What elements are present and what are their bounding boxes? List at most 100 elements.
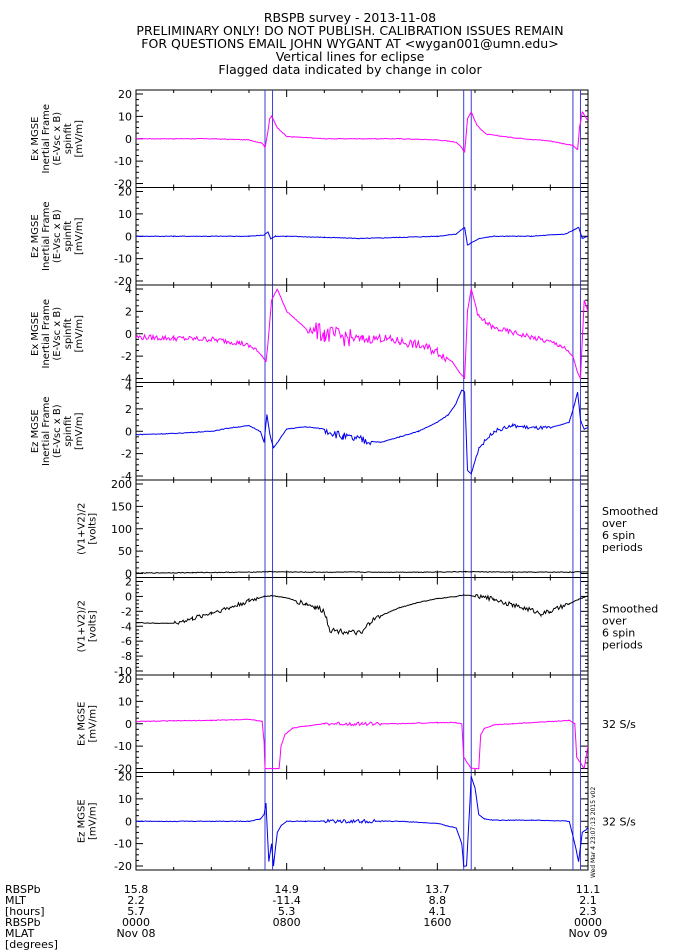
x-tick-label: 0000 bbox=[122, 916, 150, 929]
y-tick-label: -10 bbox=[114, 740, 132, 753]
x-tick-label: 11.1 bbox=[576, 883, 601, 896]
y-tick-label: -10 bbox=[114, 838, 132, 851]
y-tick-label: 10 bbox=[118, 110, 132, 123]
y-tick-label: 0 bbox=[125, 815, 132, 828]
panel-side-note: 6 spin bbox=[602, 626, 635, 639]
x-tick-label: 15.8 bbox=[124, 883, 149, 896]
x-tick-label: 1600 bbox=[423, 916, 451, 929]
y-tick-label: 100 bbox=[111, 523, 132, 536]
y-axis-label-line: [mV/m] bbox=[74, 217, 85, 255]
y-tick-label: -4 bbox=[121, 373, 132, 386]
y-axis-label-line: (V1+V2)/2 bbox=[77, 600, 88, 652]
figure-title: RBSPB survey - 2013-11-08 PRELIMINARY ON… bbox=[136, 10, 563, 77]
y-axis-label-line: (E-Vsc x B) bbox=[52, 112, 63, 166]
y-tick-label: 20 bbox=[118, 673, 132, 686]
panel-side-note: periods bbox=[602, 541, 643, 554]
x-tick-label: 14.9 bbox=[274, 883, 299, 896]
y-axis-label-line: spinfit bbox=[63, 123, 74, 154]
y-tick-label: 10 bbox=[118, 695, 132, 708]
y-tick-label: -2 bbox=[121, 605, 132, 618]
y-tick-label: -8 bbox=[121, 650, 132, 663]
y-axis-label-line: (E-Vsc x B) bbox=[52, 307, 63, 361]
x-row-label-5: MLAT bbox=[5, 927, 35, 940]
x-tick-label: Nov 08 bbox=[117, 927, 156, 940]
x-row-label-6: [degrees] bbox=[5, 938, 58, 950]
y-axis-label-line: Ez MGSE bbox=[77, 799, 88, 843]
y-tick-label: 0 bbox=[125, 590, 132, 603]
panel-side-note: Smoothed bbox=[602, 602, 658, 615]
data-trace-p1 bbox=[136, 111, 588, 153]
y-axis-label-line: spinfit bbox=[63, 221, 74, 252]
data-trace-p2 bbox=[136, 226, 588, 246]
y-tick-label: 0 bbox=[125, 425, 132, 438]
y-axis-label-line: Ez MGSE bbox=[30, 409, 41, 453]
y-tick-label: 10 bbox=[118, 208, 132, 221]
panel-p5: 200 150 100 50 0 (V1+V2)/2 [volts] Smoothedover… bbox=[77, 478, 659, 581]
y-tick-label: 20 bbox=[118, 186, 132, 199]
panel-side-note: 32 S/s bbox=[602, 815, 636, 828]
x-tick-label: Nov 09 bbox=[569, 927, 608, 940]
y-tick-label: -6 bbox=[121, 635, 132, 648]
panel-side-note: over bbox=[602, 614, 627, 627]
x-tick-label: 4.1 bbox=[429, 905, 447, 918]
y-tick-label: 0 bbox=[125, 230, 132, 243]
y-axis-label-line: Inertial Frame bbox=[41, 202, 52, 272]
y-axis-label-line: (E-Vsc x B) bbox=[52, 209, 63, 263]
y-axis-label-line: [mV/m] bbox=[74, 120, 85, 158]
y-tick-label: -2 bbox=[121, 350, 132, 363]
y-axis-label-line: [mV/m] bbox=[88, 802, 99, 840]
y-axis-label-line: spinfit bbox=[63, 416, 74, 447]
x-row-label-1: RBSPb bbox=[5, 883, 41, 896]
y-tick-label: 4 bbox=[125, 381, 132, 394]
data-trace-p4 bbox=[136, 389, 588, 475]
x-row-label-4: RBSPb bbox=[5, 916, 41, 929]
y-axis-label-line: [mV/m] bbox=[74, 315, 85, 353]
y-axis-label-line: [volts] bbox=[88, 513, 99, 545]
y-tick-label: 2 bbox=[125, 305, 132, 318]
panel-p1: 20 10 0 -10 -20 Ex MGSE Inertial Frame (E-Vsc x… bbox=[30, 88, 589, 191]
y-axis-label-line: Inertial Frame bbox=[41, 299, 52, 369]
x-tick-label: 5.7 bbox=[127, 905, 145, 918]
y-tick-label: 0 bbox=[125, 133, 132, 146]
y-axis-label-line: Ex MGSE bbox=[30, 312, 41, 356]
x-tick-label: 8.8 bbox=[429, 894, 447, 907]
y-tick-label: -20 bbox=[114, 178, 132, 191]
x-tick-label: 0000 bbox=[574, 916, 602, 929]
y-tick-label: -20 bbox=[114, 860, 132, 873]
title-line-5: Flagged data indicated by change in colo… bbox=[218, 62, 482, 77]
y-tick-label: 20 bbox=[118, 88, 132, 101]
y-tick-label: 50 bbox=[118, 545, 132, 558]
title-line-2: PRELIMINARY ONLY! DO NOT PUBLISH. CALIBR… bbox=[136, 23, 563, 38]
y-tick-label: -10 bbox=[114, 253, 132, 266]
panel-p7: 20 10 0 -10 -20 Ex MGSE [mV/m] 32 S/s bbox=[77, 673, 637, 776]
title-line-1: RBSPB survey - 2013-11-08 bbox=[264, 10, 436, 25]
y-axis-label-line: Ex MGSE bbox=[30, 117, 41, 161]
y-axis-label-line: (V1+V2)/2 bbox=[77, 503, 88, 555]
panel-frame bbox=[135, 284, 589, 383]
data-trace-p6 bbox=[136, 593, 588, 636]
y-tick-label: 2 bbox=[125, 403, 132, 416]
x-tick-label: 2.1 bbox=[579, 894, 597, 907]
y-tick-label: 0 bbox=[125, 328, 132, 341]
y-axis-label-line: spinfit bbox=[63, 318, 74, 349]
y-axis-label-line: Inertial Frame bbox=[41, 397, 52, 467]
x-tick-label: 13.7 bbox=[425, 883, 450, 896]
panel-p4: 4 2 0 -2 -4 Ez MGSE Inertial Frame (E-Vsc x B) s… bbox=[30, 381, 589, 483]
panel-side-note: periods bbox=[602, 638, 643, 651]
y-axis-label-line: Ex MGSE bbox=[77, 702, 88, 746]
y-tick-label: -20 bbox=[114, 763, 132, 776]
panel-side-note: Smoothed bbox=[602, 505, 658, 518]
title-line-4: Vertical lines for eclipse bbox=[276, 49, 425, 64]
panel-p3: 4 2 0 -2 -4 Ex MGSE Inertial Frame (E-Vsc x B) s… bbox=[30, 283, 589, 386]
y-tick-label: -10 bbox=[114, 155, 132, 168]
y-tick-label: 20 bbox=[118, 771, 132, 784]
y-tick-label: -2 bbox=[121, 448, 132, 461]
y-tick-label: -4 bbox=[121, 620, 132, 633]
panel-side-note: 32 S/s bbox=[602, 718, 636, 731]
data-trace-p7 bbox=[136, 718, 588, 770]
data-trace-p8 bbox=[136, 776, 588, 867]
panel-p6: 20 -2 -4 -6 -8 -10 (V1+V2)/2 [volts] Smoothedove… bbox=[77, 576, 659, 679]
y-tick-label: 0 bbox=[125, 718, 132, 731]
